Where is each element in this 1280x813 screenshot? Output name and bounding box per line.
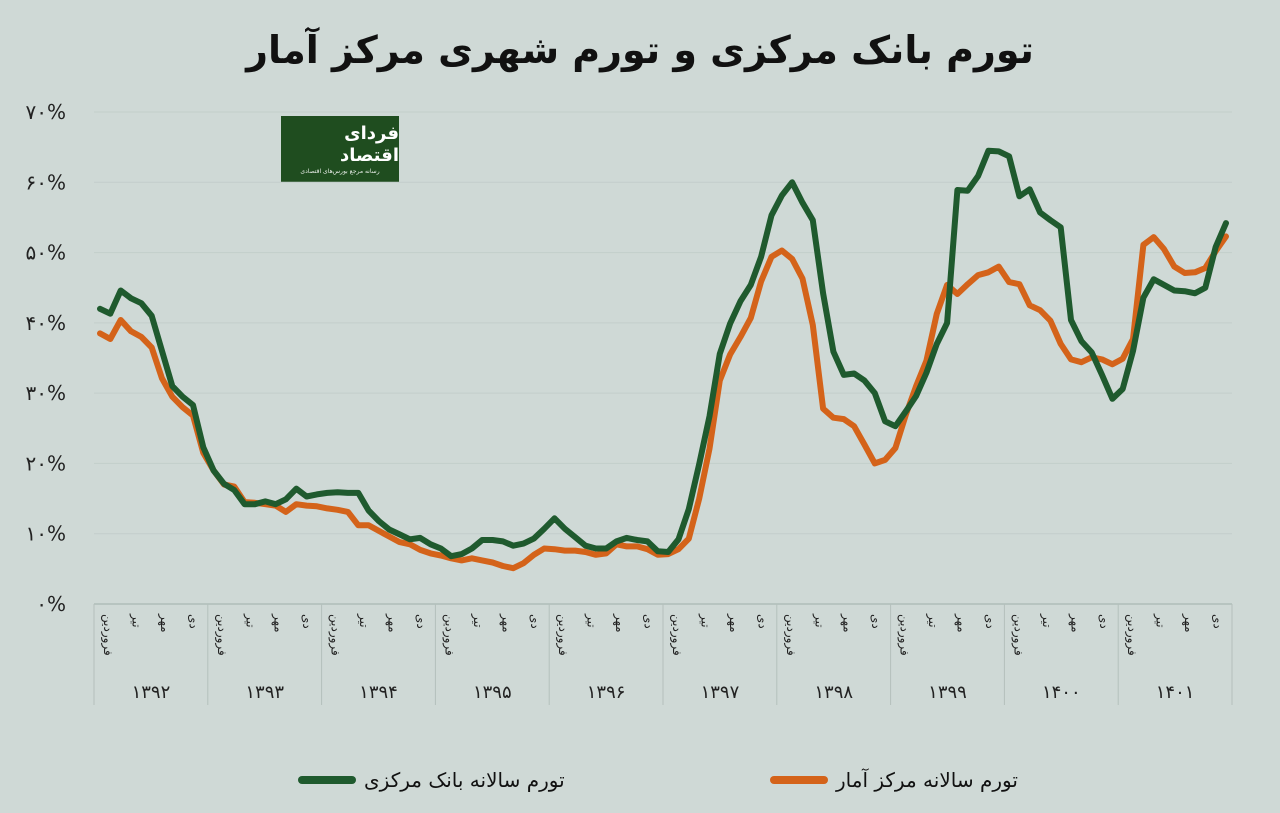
x-tick-label: دی: [983, 614, 997, 629]
y-tick-label: ۴۰%: [26, 311, 67, 335]
x-tick-label: تیر: [1153, 613, 1168, 628]
legend-label-orange: تورم سالانه مرکز آمار: [836, 768, 1018, 792]
x-tick-label: تیر: [470, 613, 485, 628]
x-tick-label: فروردین: [669, 614, 684, 656]
x-tick-label: فروردین: [555, 614, 570, 656]
x-tick-label: فروردین: [100, 614, 115, 656]
x-tick-label: دی: [1097, 614, 1111, 629]
year-label: ۱۳۹۲: [132, 682, 171, 703]
x-tick-label: دی: [300, 614, 314, 629]
year-label: ۱۳۹۸: [814, 682, 853, 703]
x-tick-label: تیر: [128, 613, 143, 628]
x-tick-label: تیر: [1039, 613, 1054, 628]
x-tick-label: تیر: [925, 613, 940, 628]
legend-item-green: تورم سالانه بانک مرکزی: [298, 762, 565, 798]
x-tick-label: فروردین: [897, 614, 912, 656]
legend-label-green: تورم سالانه بانک مرکزی: [364, 768, 565, 792]
x-tick-label: مهر: [954, 613, 969, 633]
y-tick-label: ۷۰%: [26, 100, 67, 124]
page-title: تورم بانک مرکزی و تورم شهری مرکز آمار: [246, 28, 1034, 72]
x-tick-label: تیر: [811, 613, 826, 628]
x-tick-label: فروردین: [214, 614, 229, 656]
x-tick-label: مهر: [840, 613, 855, 633]
year-label: ۱۴۰۱: [1156, 682, 1195, 703]
year-label: ۱۳۹۶: [587, 682, 626, 703]
x-tick-label: تیر: [356, 613, 371, 628]
series-line-orange: [97, 233, 1229, 572]
x-tick-label: فروردین: [1124, 614, 1139, 656]
year-label: ۱۳۹۷: [701, 682, 740, 703]
x-tick-label: فروردین: [328, 614, 343, 656]
legend-item-orange: تورم سالانه مرکز آمار: [770, 762, 1018, 798]
x-tick-label: دی: [755, 614, 769, 629]
x-tick-label: دی: [528, 614, 542, 629]
logo-tagline: رسانه مرجع بورس‌های اقتصادی: [300, 167, 380, 175]
x-tick-label: دی: [1211, 614, 1225, 629]
x-tick-label: مهر: [498, 613, 513, 633]
x-tick-label: دی: [869, 614, 883, 629]
x-tick-label: فروردین: [783, 614, 798, 656]
x-tick-label: دی: [642, 614, 656, 629]
x-tick-label: مهر: [726, 613, 741, 633]
x-tick-label: دی: [414, 614, 428, 629]
x-tick-label: فروردین: [1010, 614, 1025, 656]
y-tick-label: ۶۰%: [26, 170, 67, 194]
x-tick-label: تیر: [584, 613, 599, 628]
series-line-green: [97, 147, 1229, 560]
legend-swatch-green: [298, 776, 356, 784]
y-tick-label: ۳۰%: [26, 381, 67, 405]
x-tick-label: مهر: [1181, 613, 1196, 633]
logo: فردای اقتصاد رسانه مرجع بورس‌های اقتصادی: [281, 116, 399, 182]
line-chart: ۰% ۱۰% ۲۰% ۳۰% ۴۰% ۵۰% ۶۰% ۷۰% فروردین تیر مهر دی ۱۳…: [26, 100, 1233, 705]
y-tick-label: ۱۰%: [26, 522, 67, 546]
y-tick-label: ۲۰%: [26, 451, 67, 475]
x-tick-label: مهر: [271, 613, 286, 633]
chart-legend: تورم سالانه بانک مرکزی تورم سالانه مرکز …: [0, 762, 1280, 802]
x-tick-label: مهر: [1067, 613, 1082, 633]
x-tick-label: تیر: [697, 613, 712, 628]
x-tick-label: مهر: [157, 613, 172, 633]
year-label: ۱۴۰۰: [1042, 682, 1081, 703]
y-tick-label: ۰%: [36, 592, 66, 616]
year-label: ۱۳۹۹: [928, 682, 967, 703]
legend-swatch-orange: [770, 776, 828, 784]
x-tick-label: مهر: [385, 613, 400, 633]
y-tick-label: ۵۰%: [26, 241, 67, 265]
year-label: ۱۳۹۴: [359, 682, 398, 703]
x-tick-label: مهر: [612, 613, 627, 633]
year-label: ۱۳۹۳: [245, 682, 284, 703]
logo-name: فردای اقتصاد: [339, 122, 399, 166]
x-tick-label: تیر: [242, 613, 257, 628]
x-tick-label: فروردین: [441, 614, 456, 656]
year-label: ۱۳۹۵: [473, 682, 512, 703]
x-tick-label: دی: [186, 614, 200, 629]
